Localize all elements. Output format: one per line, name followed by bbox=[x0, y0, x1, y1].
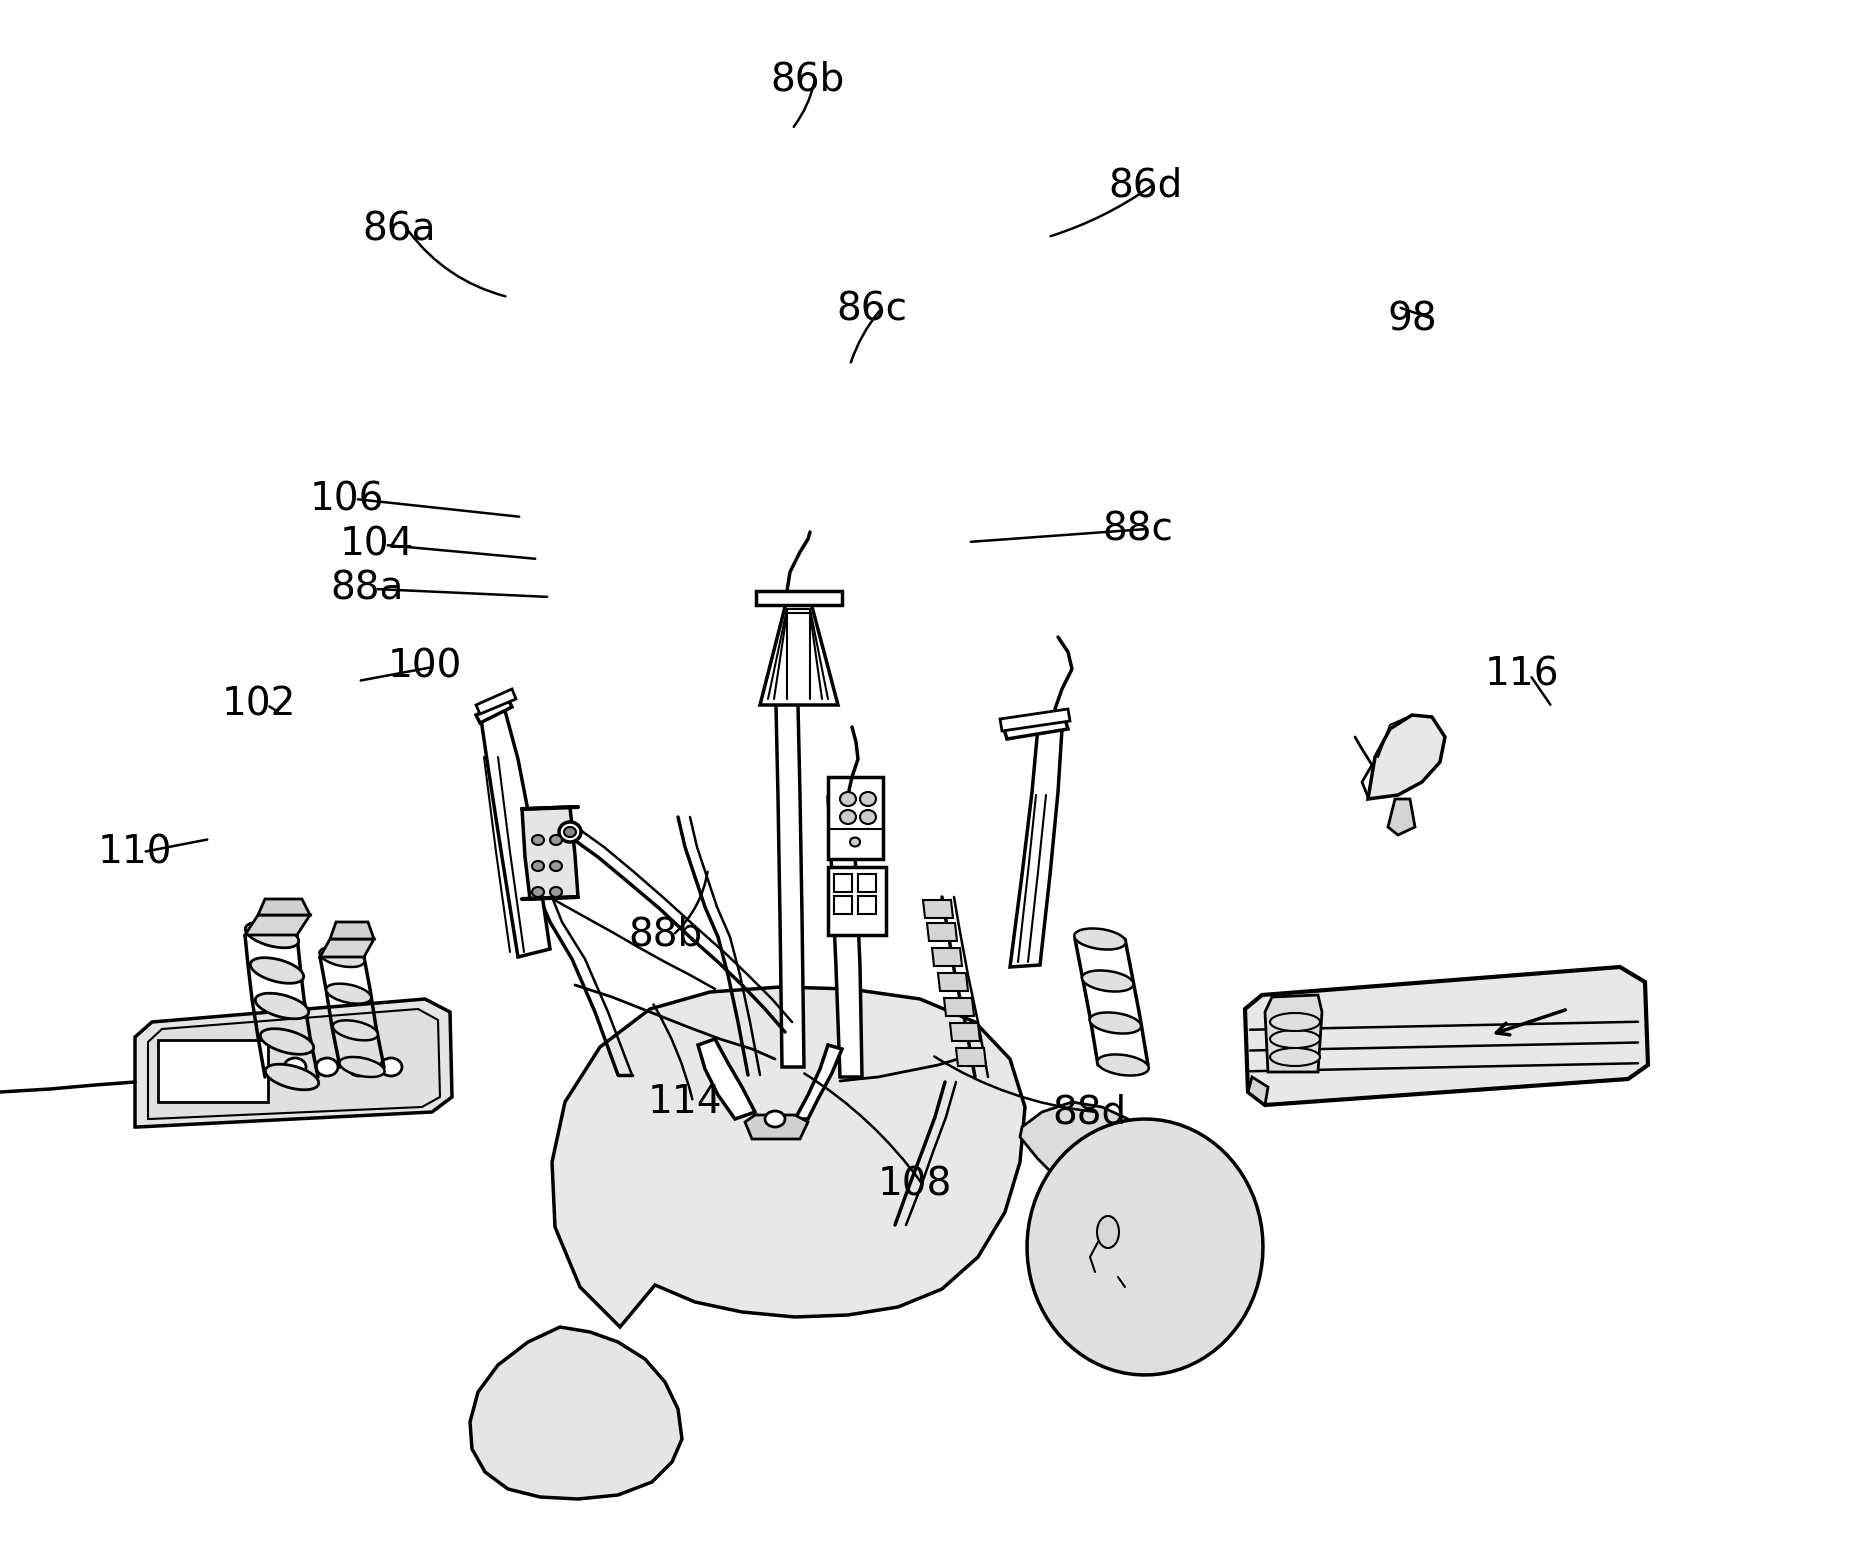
Polygon shape bbox=[475, 699, 513, 722]
Text: 86a: 86a bbox=[362, 210, 436, 248]
Ellipse shape bbox=[1269, 1031, 1320, 1048]
Polygon shape bbox=[321, 939, 375, 958]
Polygon shape bbox=[956, 1048, 986, 1067]
Ellipse shape bbox=[839, 793, 856, 807]
Bar bbox=[828, 867, 885, 936]
Polygon shape bbox=[949, 1023, 979, 1042]
Text: 86d: 86d bbox=[1107, 167, 1182, 204]
Polygon shape bbox=[479, 707, 550, 958]
Ellipse shape bbox=[839, 810, 856, 824]
Bar bbox=[158, 1040, 268, 1102]
Ellipse shape bbox=[1081, 970, 1133, 992]
Text: 110: 110 bbox=[99, 833, 171, 870]
Polygon shape bbox=[744, 1115, 807, 1140]
Ellipse shape bbox=[559, 822, 582, 842]
Polygon shape bbox=[1027, 1119, 1262, 1375]
Polygon shape bbox=[147, 1009, 440, 1119]
Ellipse shape bbox=[1096, 1216, 1118, 1249]
Text: 88c: 88c bbox=[1102, 511, 1172, 548]
Ellipse shape bbox=[859, 810, 876, 824]
Ellipse shape bbox=[326, 984, 371, 1004]
Polygon shape bbox=[938, 973, 967, 990]
Polygon shape bbox=[1010, 727, 1061, 967]
Ellipse shape bbox=[250, 958, 304, 984]
Bar bbox=[828, 777, 882, 859]
Polygon shape bbox=[470, 1327, 682, 1499]
Polygon shape bbox=[774, 655, 803, 1067]
Polygon shape bbox=[522, 807, 578, 898]
Bar bbox=[833, 895, 852, 914]
Text: 86c: 86c bbox=[835, 290, 906, 329]
Ellipse shape bbox=[1089, 1012, 1141, 1034]
Polygon shape bbox=[1247, 1077, 1268, 1105]
Ellipse shape bbox=[246, 922, 298, 948]
Ellipse shape bbox=[1096, 1054, 1148, 1076]
Text: 116: 116 bbox=[1484, 655, 1558, 694]
Polygon shape bbox=[330, 922, 375, 939]
Ellipse shape bbox=[349, 1059, 369, 1076]
Polygon shape bbox=[1245, 967, 1648, 1105]
Polygon shape bbox=[923, 900, 953, 919]
Ellipse shape bbox=[764, 1112, 785, 1127]
Polygon shape bbox=[932, 948, 962, 965]
Polygon shape bbox=[552, 987, 1025, 1327]
Polygon shape bbox=[794, 1045, 841, 1119]
Polygon shape bbox=[926, 923, 956, 940]
Polygon shape bbox=[475, 690, 516, 715]
Ellipse shape bbox=[531, 861, 544, 870]
Text: 104: 104 bbox=[339, 526, 414, 564]
Polygon shape bbox=[828, 796, 861, 1077]
Polygon shape bbox=[1003, 719, 1068, 740]
Polygon shape bbox=[1387, 799, 1415, 835]
Bar bbox=[857, 873, 876, 892]
Ellipse shape bbox=[550, 861, 561, 870]
Bar bbox=[833, 873, 852, 892]
Ellipse shape bbox=[1269, 1014, 1320, 1031]
Ellipse shape bbox=[255, 993, 309, 1018]
Polygon shape bbox=[697, 1039, 755, 1119]
Ellipse shape bbox=[380, 1059, 403, 1076]
Text: 114: 114 bbox=[647, 1084, 721, 1121]
Polygon shape bbox=[1020, 1102, 1152, 1202]
Polygon shape bbox=[257, 898, 309, 916]
Ellipse shape bbox=[339, 1057, 384, 1077]
Ellipse shape bbox=[859, 793, 876, 807]
Ellipse shape bbox=[531, 835, 544, 845]
Text: 100: 100 bbox=[388, 648, 462, 687]
Text: 86b: 86b bbox=[770, 61, 844, 98]
Polygon shape bbox=[1264, 995, 1322, 1073]
Ellipse shape bbox=[1074, 928, 1126, 950]
Text: 88a: 88a bbox=[330, 570, 403, 607]
Text: 98: 98 bbox=[1387, 301, 1437, 338]
Polygon shape bbox=[761, 599, 837, 705]
Ellipse shape bbox=[261, 1029, 313, 1054]
Polygon shape bbox=[1368, 715, 1445, 799]
Polygon shape bbox=[244, 916, 309, 936]
Ellipse shape bbox=[319, 947, 363, 967]
Bar bbox=[857, 895, 876, 914]
Ellipse shape bbox=[283, 1059, 306, 1076]
Ellipse shape bbox=[332, 1020, 378, 1040]
Text: 88b: 88b bbox=[628, 916, 701, 954]
Ellipse shape bbox=[1269, 1048, 1320, 1067]
Text: 106: 106 bbox=[309, 480, 384, 518]
Polygon shape bbox=[134, 1000, 451, 1127]
Text: 108: 108 bbox=[878, 1166, 953, 1204]
Ellipse shape bbox=[265, 1065, 319, 1090]
Ellipse shape bbox=[850, 838, 859, 847]
Polygon shape bbox=[999, 708, 1070, 730]
Ellipse shape bbox=[563, 827, 576, 838]
Polygon shape bbox=[755, 592, 841, 606]
Text: 88d: 88d bbox=[1051, 1093, 1126, 1130]
Ellipse shape bbox=[315, 1059, 337, 1076]
Ellipse shape bbox=[550, 835, 561, 845]
Text: 102: 102 bbox=[222, 687, 296, 724]
Polygon shape bbox=[943, 998, 973, 1017]
Ellipse shape bbox=[531, 887, 544, 897]
Ellipse shape bbox=[550, 887, 561, 897]
